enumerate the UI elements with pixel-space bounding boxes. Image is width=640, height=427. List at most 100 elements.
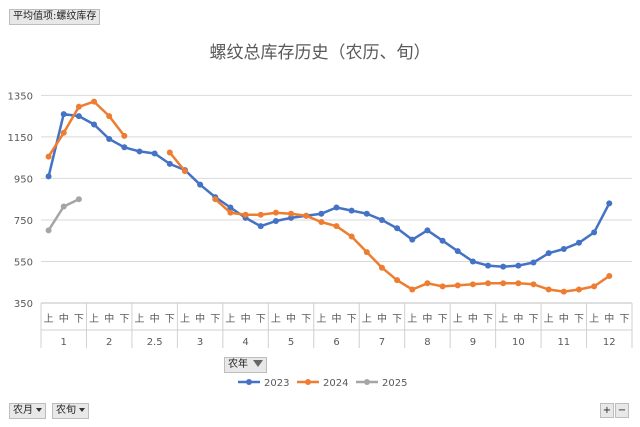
data-point-2023 [318,210,325,217]
data-point-2023 [545,250,552,257]
data-point-2024 [394,277,401,284]
data-point-2024 [288,210,295,217]
x-tick-label: 上 [407,313,417,325]
x-tick-label: 下 [529,314,539,325]
year-filter-label: 农年 [228,359,248,370]
x-tick-label: 上 [225,313,235,325]
data-point-2023 [257,223,264,230]
x-tick-label: 上 [89,313,99,325]
data-point-2024 [545,286,552,293]
data-point-2024 [227,209,234,216]
data-point-2023 [227,204,234,211]
data-point-2024 [91,98,98,105]
data-point-2023 [288,214,295,221]
y-tick-label: 950 [14,174,33,185]
data-point-2023 [348,207,355,214]
month-filter-label: 农月 [13,405,33,416]
data-point-2024 [212,196,219,203]
data-point-2024 [318,219,325,226]
x-tick-label: 下 [392,314,402,325]
x-tick-label: 下 [347,314,357,325]
legend-marker-2023 [246,379,252,385]
data-point-2024 [272,209,279,216]
data-point-2023 [530,259,537,266]
x-tick-label: 下 [119,314,129,325]
data-point-2024 [378,264,385,271]
data-point-2023 [151,150,158,157]
x-tick-label: 中 [468,312,478,325]
x-tick-label: 中 [241,312,251,325]
data-point-2024 [530,281,537,288]
x-tick-label: 中 [150,312,160,325]
legend-label-2025: 2025 [382,378,407,389]
x-tick-label: 上 [362,313,372,325]
x-tick-label: 上 [453,313,463,325]
x-tick-label: 上 [316,313,326,325]
data-point-2023 [424,227,431,234]
data-point-2023 [394,225,401,232]
data-point-2023 [333,204,340,211]
x-tick-label: 下 [619,314,629,325]
x-tick-label: 中 [104,312,114,325]
data-point-2023 [515,262,522,269]
data-point-2023 [45,173,52,180]
x-group-label: 1 [61,337,67,348]
data-point-2023 [439,237,446,244]
data-point-2023 [485,262,492,269]
x-tick-label: 下 [301,314,311,325]
collapse-button[interactable]: − [615,403,629,418]
period-filter-button[interactable]: 农旬 [52,403,89,419]
data-point-2025 [75,196,82,203]
data-point-2023 [136,148,143,155]
y-tick-label: 550 [14,257,33,268]
data-point-2023 [166,160,173,167]
legend-marker-2024 [305,379,311,385]
x-group-label: 10 [512,337,525,348]
data-point-2024 [60,129,67,136]
field-button[interactable]: 平均值项:螺纹库存 [9,9,101,25]
data-point-2025 [60,203,67,210]
data-point-2024 [439,283,446,290]
data-point-2024 [121,132,128,139]
expand-button[interactable]: + [600,403,614,418]
x-tick-label: 下 [165,314,175,325]
x-group-label: 8 [424,337,430,348]
data-point-2023 [575,239,582,246]
data-point-2024 [485,280,492,287]
series-line-2024 [47,100,126,158]
data-point-2024 [606,273,613,280]
x-group-label: 9 [470,337,476,348]
data-point-2023 [106,135,113,142]
x-tick-label: 上 [180,313,190,325]
y-tick-label: 1150 [8,133,33,144]
data-point-2023 [606,200,613,207]
x-tick-label: 上 [135,313,145,325]
x-tick-label: 下 [210,314,220,325]
legend-label-2024: 2024 [323,378,348,389]
x-tick-label: 中 [195,312,205,325]
year-filter-button[interactable]: 农年 [224,357,267,373]
data-point-2023 [60,111,67,118]
data-point-2024 [45,153,52,160]
x-group-label: 7 [379,337,385,348]
data-point-2023 [272,217,279,224]
x-tick-label: 中 [422,312,432,325]
x-group-label: 4 [242,337,248,348]
month-filter-button[interactable]: 农月 [9,403,46,419]
data-point-2023 [75,113,82,120]
data-point-2023 [197,181,204,188]
x-group-label: 12 [603,337,616,348]
data-point-2024 [591,283,598,290]
data-point-2024 [575,286,582,293]
data-point-2023 [409,236,416,243]
data-point-2024 [181,168,188,175]
data-point-2024 [560,288,567,295]
data-point-2024 [500,280,507,287]
chevron-down-icon [36,408,42,412]
legend-marker-2025 [364,379,370,385]
data-point-2025 [45,227,52,234]
x-tick-label: 上 [589,313,599,325]
x-tick-label: 下 [256,314,266,325]
data-point-2023 [454,248,461,255]
